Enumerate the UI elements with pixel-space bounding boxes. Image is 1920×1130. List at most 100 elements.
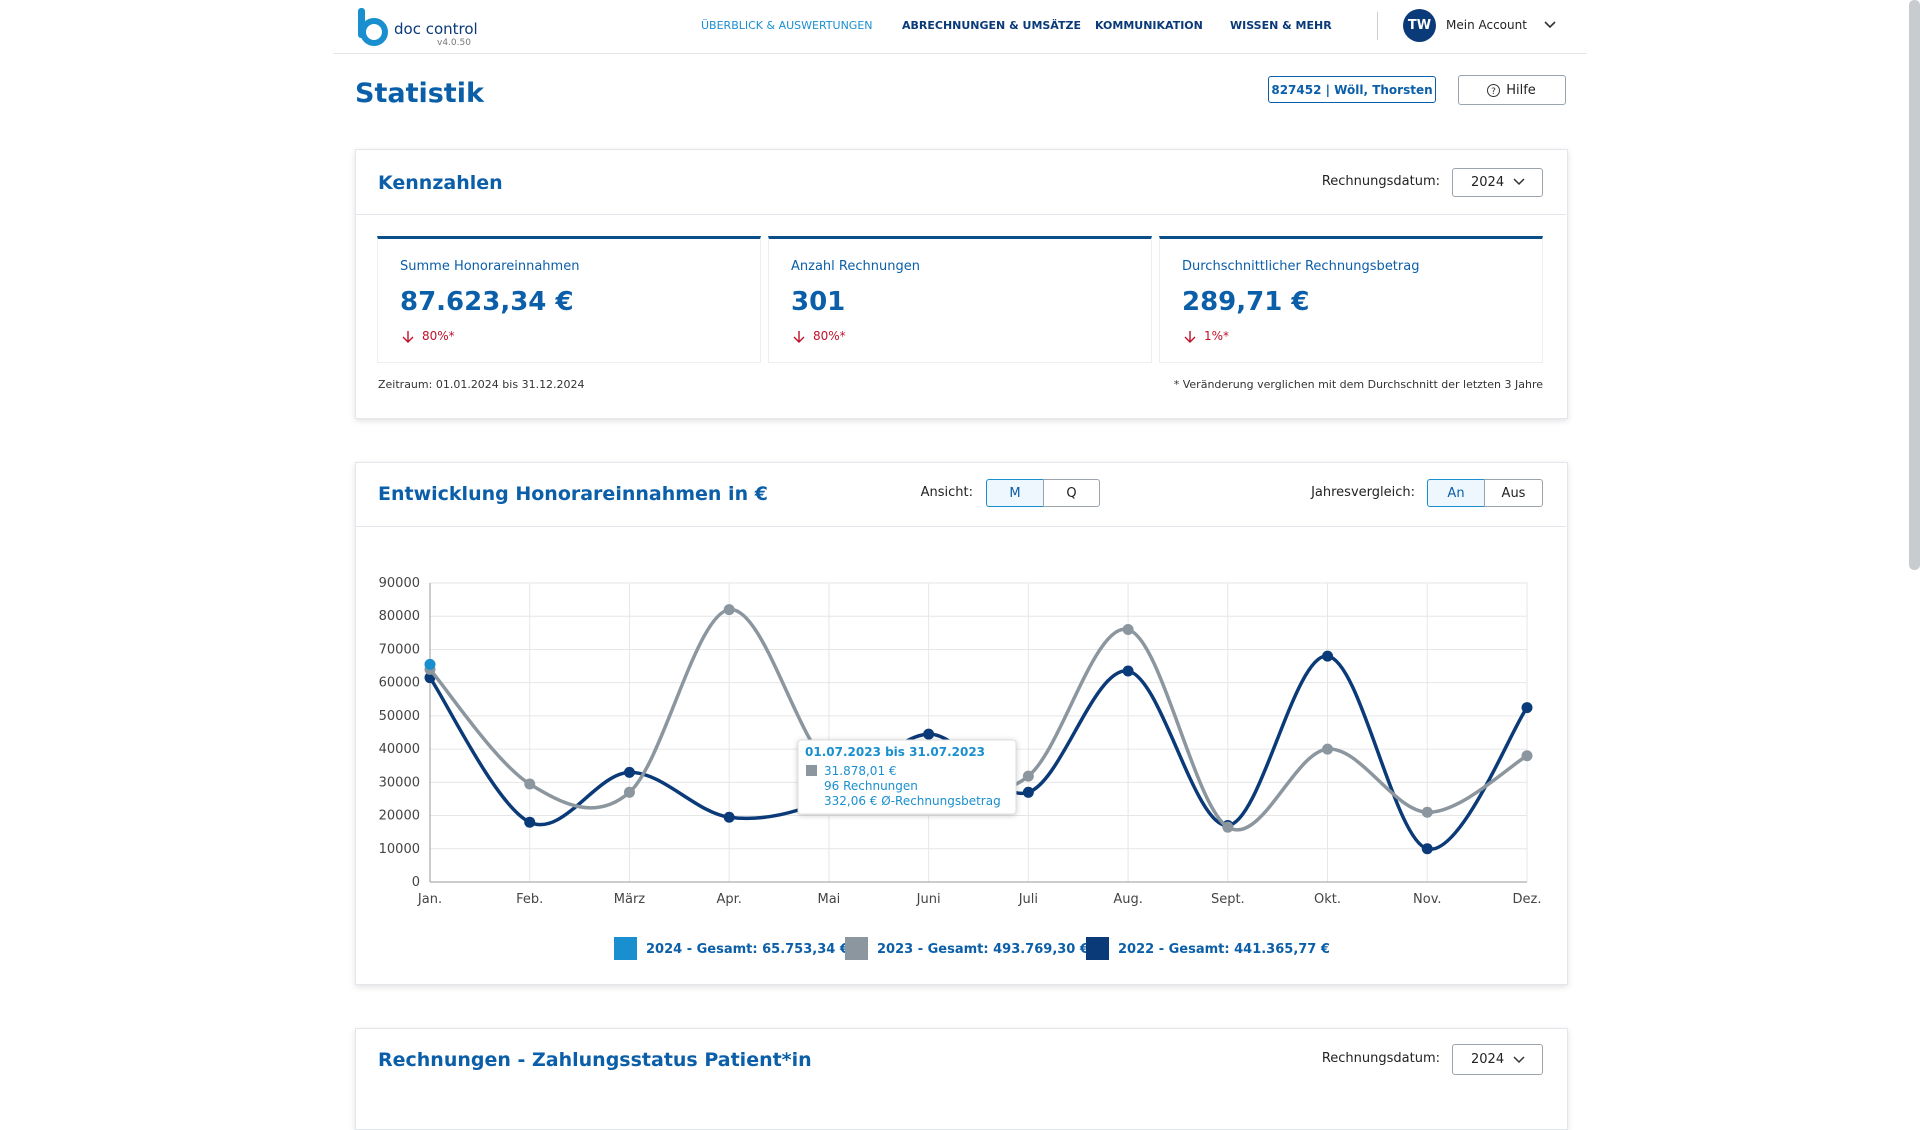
period: Zeitraum: 01.01.2024 bis 31.12.2024 [378, 378, 585, 391]
data-point [723, 604, 735, 616]
help-icon: ? [1487, 84, 1500, 97]
data-point [1421, 806, 1433, 818]
legend-swatch [845, 937, 868, 960]
data-point [424, 658, 436, 670]
x-tick-label: Juli [1018, 892, 1038, 907]
x-tick-label: Dez. [1513, 892, 1542, 907]
y-tick-label: 0 [412, 875, 420, 890]
kpi-card [355, 149, 1568, 419]
kpi: Summe Honorareinnahmen 87.623,34 € 80%* [377, 236, 761, 363]
kpi-label: Anzahl Rechnungen [791, 259, 920, 274]
chevron [1513, 178, 1525, 186]
account[interactable]: Mein Account [1446, 18, 1527, 32]
page-title: Statistik [355, 78, 484, 109]
y-tick-label: 40000 [379, 742, 420, 757]
y-tick-label: 70000 [379, 642, 420, 657]
page: doc control v4.0.50 ÜBERBLICK & AUSWERTU… [333, 0, 1920, 1130]
year-select[interactable]: 2024 [1452, 1044, 1543, 1075]
chevron[interactable] [1543, 20, 1557, 30]
kpi: Anzahl Rechnungen 301 80%* [768, 236, 1152, 363]
y-tick-label: 80000 [379, 609, 420, 624]
legend-label: 2023 - Gesamt: 493.769,30 € [877, 942, 1089, 957]
arrow-down [402, 331, 414, 343]
logo-icon [358, 8, 388, 46]
toggle-q[interactable]: Q [1043, 479, 1100, 507]
x-tick-label: Nov. [1413, 892, 1442, 907]
y-tick-label: 20000 [379, 809, 420, 824]
x-tick-label: März [614, 892, 646, 907]
data-point [1322, 743, 1334, 755]
data-point [524, 816, 536, 828]
toggle-an[interactable]: An [1427, 479, 1485, 507]
y-tick-label: 60000 [379, 676, 420, 691]
nav-item[interactable]: ABRECHNUNGEN & UMSÄTZE [902, 19, 1081, 32]
kpi-value: 87.623,34 € [400, 287, 574, 317]
data-point [1022, 770, 1034, 782]
data-point [1122, 624, 1134, 636]
view-label: Ansicht: [920, 485, 973, 500]
divider [1377, 12, 1378, 40]
data-point [623, 786, 635, 798]
logo-text: doc control [394, 20, 478, 38]
chart-title: Entwicklung Honorareinnahmen in € [378, 483, 768, 505]
tooltip-swatch [806, 765, 817, 776]
legend-swatch [1086, 937, 1109, 960]
year-select[interactable]: 2024 [1452, 168, 1543, 197]
footnote: * Veränderung verglichen mit dem Durchsc… [1173, 378, 1543, 391]
scrollbar[interactable] [1909, 0, 1920, 570]
x-tick-label: Mai [818, 892, 841, 907]
data-point [1421, 843, 1433, 855]
legend-label: 2022 - Gesamt: 441.365,77 € [1118, 942, 1330, 957]
arrow-down [1184, 331, 1196, 343]
y-tick-label: 30000 [379, 775, 420, 790]
kpi-value: 301 [791, 287, 846, 317]
data-point [1322, 650, 1334, 662]
section-title: Rechnungen - Zahlungsstatus Patient*in [378, 1049, 812, 1071]
tooltip-line: 96 Rechnungen [824, 779, 918, 793]
x-tick-label: Aug. [1113, 892, 1143, 907]
data-point [1521, 702, 1533, 714]
data-point [1521, 750, 1533, 762]
x-tick-label: Feb. [516, 892, 543, 907]
x-tick-label: Okt. [1314, 892, 1341, 907]
x-tick-label: Juni [916, 892, 941, 907]
y-tick-label: 90000 [379, 576, 420, 591]
tooltip-title: 01.07.2023 bis 31.07.2023 [805, 745, 985, 759]
version: v4.0.50 [437, 38, 471, 48]
date-label: Rechnungsdatum: [1321, 174, 1440, 189]
tooltip: 01.07.2023 bis 31.07.2023 31.878,01 €96 R… [797, 739, 1017, 815]
tooltip-line: 31.878,01 € [824, 764, 897, 778]
y-tick-label: 10000 [379, 842, 420, 857]
arrow-down [793, 331, 805, 343]
kpi-label: Durchschnittlicher Rechnungsbetrag [1182, 259, 1420, 274]
x-tick-label: Jan. [417, 892, 442, 907]
kpi: Durchschnittlicher Rechnungsbetrag 289,71… [1159, 236, 1543, 363]
x-tick-label: Sept. [1211, 892, 1245, 907]
header-line [333, 53, 1587, 54]
toggle-aus[interactable]: Aus [1484, 479, 1543, 507]
data-point [1222, 821, 1234, 833]
data-point [524, 778, 536, 790]
compare-label: Jahresvergleich: [1311, 485, 1415, 500]
chevron [1513, 1056, 1525, 1064]
data-point [1122, 665, 1134, 677]
data-point [623, 766, 635, 778]
nav-item[interactable]: WISSEN & MEHR [1230, 19, 1332, 32]
data-point [923, 728, 935, 740]
legend-swatch [614, 937, 637, 960]
data-point [723, 811, 735, 823]
help-button[interactable]: Hilfe [1458, 75, 1566, 105]
kpi-value: 289,71 € [1182, 287, 1310, 317]
avatar[interactable]: TW [1403, 9, 1436, 42]
client-button[interactable]: 827452 | Wöll, Thorsten [1268, 76, 1436, 103]
nav-item[interactable]: KOMMUNIKATION [1095, 19, 1203, 32]
separator [356, 214, 1566, 215]
x-tick-label: Apr. [716, 892, 741, 907]
section-title: Kennzahlen [378, 172, 503, 194]
toggle-m[interactable]: M [986, 479, 1044, 507]
separator [356, 526, 1566, 527]
line-chart: 0 10000 20000 30000 40000 50000 60000 70000 8000… [379, 576, 1542, 960]
tooltip-line: 332,06 € Ø-Rechnungsbetrag [824, 794, 1001, 808]
y-tick-label: 50000 [379, 709, 420, 724]
nav-item[interactable]: ÜBERBLICK & AUSWERTUNGEN [701, 19, 873, 32]
